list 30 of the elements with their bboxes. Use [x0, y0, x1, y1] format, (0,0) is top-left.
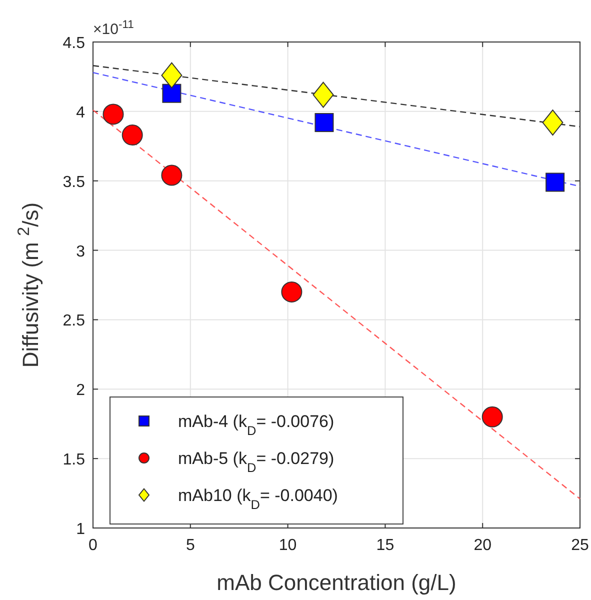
x-axis-title: mAb Concentration (g/L) — [216, 570, 456, 595]
y-tick-label: 4 — [76, 104, 86, 122]
y-tick-label: 2.5 — [62, 312, 86, 330]
point — [312, 82, 334, 108]
point — [542, 110, 564, 136]
point — [122, 124, 143, 146]
y-tick-label: 2 — [76, 382, 86, 400]
point — [161, 62, 182, 88]
y-tick-label: 3 — [76, 243, 86, 260]
y-tick-label: 3.5 — [62, 174, 86, 191]
legend-label: mAb10 (k$_{D}$= -0.0040) — [178, 486, 338, 512]
text: ×10$^{-11}$ — [93, 19, 134, 38]
point — [281, 281, 302, 302]
y-tick-label: 4.5 — [62, 35, 86, 52]
x-tick-label: 10 — [278, 537, 297, 554]
point — [482, 406, 503, 428]
point — [546, 172, 565, 192]
legend-label: mAb-5 (k$_{D}$= -0.0279) — [178, 449, 334, 474]
x-tick-label: 0 — [88, 537, 98, 554]
point — [102, 104, 124, 125]
x-tick-label: 5 — [186, 537, 195, 554]
legend-label: mAb-4 (k$_{D}$= -0.0076) — [178, 412, 334, 438]
point — [162, 84, 182, 103]
point — [161, 164, 182, 186]
x-tick-label: 25 — [571, 537, 589, 554]
y-tick-label: 1 — [76, 521, 86, 538]
x-tick-label: 20 — [474, 537, 492, 554]
x-tick-label: 15 — [376, 537, 394, 554]
y-tick-label: 1.5 — [62, 452, 86, 469]
point — [314, 113, 334, 132]
